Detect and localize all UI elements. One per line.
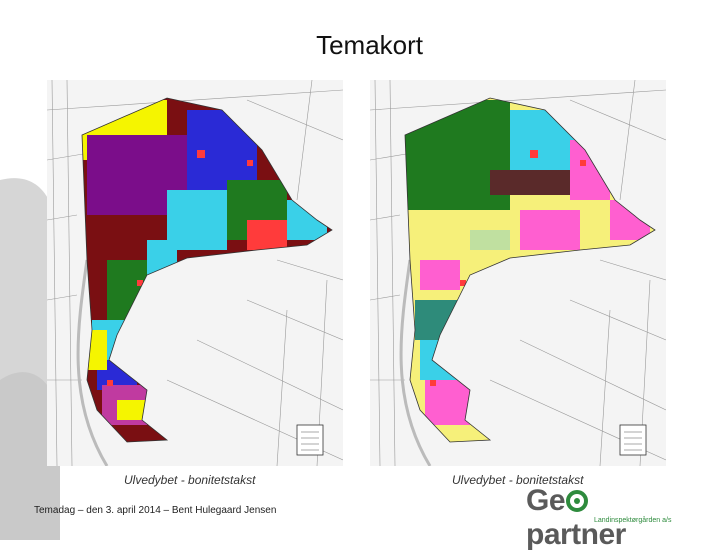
soil-quality-zones bbox=[82, 98, 332, 442]
slide-title: Temakort bbox=[316, 30, 423, 60]
background-swoosh bbox=[0, 178, 60, 540]
base-parcel-lines bbox=[47, 80, 343, 466]
map-left bbox=[47, 80, 343, 466]
map-left-caption: Ulvedybet - bonitetstakst bbox=[124, 473, 256, 487]
map-legend bbox=[619, 424, 647, 456]
soil-quality-zones bbox=[405, 98, 655, 442]
logo-ring-icon bbox=[566, 490, 589, 512]
base-parcel-lines bbox=[370, 80, 666, 466]
geopartner-logo: Gepartner Landinspektørgården a/s bbox=[526, 484, 686, 551]
footer-text: Temadag – den 3. april 2014 – Bent Huleg… bbox=[34, 505, 277, 516]
logo-word-left: Ge bbox=[526, 484, 566, 517]
map-right bbox=[370, 80, 666, 466]
map-right-caption: Ulvedybet - bonitetstakst bbox=[452, 473, 584, 487]
logo-tagline: Landinspektørgården a/s bbox=[594, 517, 672, 524]
map-legend bbox=[296, 424, 324, 456]
